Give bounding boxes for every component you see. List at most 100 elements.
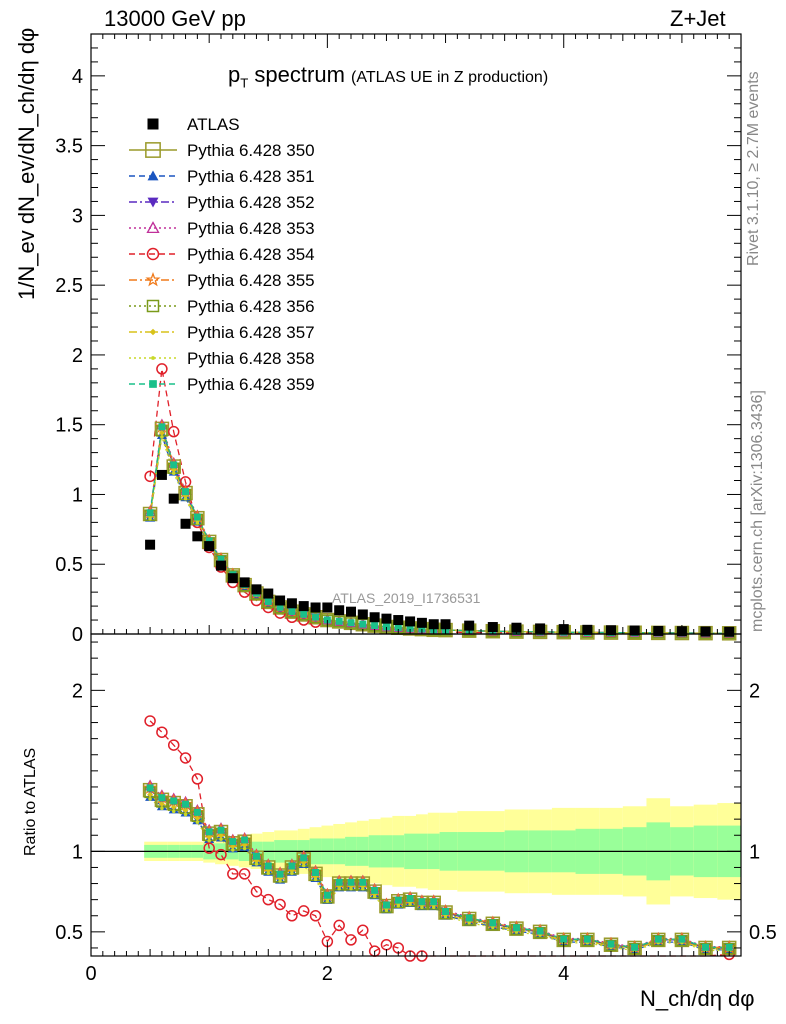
marker-atlas-14 [310, 602, 321, 613]
marker-atlas-12 [286, 598, 297, 609]
marker-ratio-10-4 [193, 808, 201, 816]
marker-ratio-5-13 [297, 905, 310, 917]
marker-ratio-10-16 [335, 878, 343, 886]
legend-label-6: Pythia 6.428 355 [187, 271, 315, 290]
marker-ratio-5-7 [227, 868, 239, 880]
marker-main-10-17 [347, 619, 355, 627]
marker-main-10-3 [182, 488, 190, 496]
marker-ratio-9-21 [396, 903, 401, 908]
plot-title: pT spectrum (ATLAS UE in Z production) [228, 62, 548, 90]
legend-marker-8 [149, 328, 157, 336]
marker-main-8-1 [158, 429, 165, 436]
marker-ratio-9-17 [349, 886, 353, 891]
marker-ratio-10-33 [631, 943, 639, 951]
axis-ticks: 0 2 400.511.522.533.540.5 0.51 12 2 [55, 34, 777, 985]
marker-atlas-0 [145, 539, 156, 550]
legend-label-8: Pythia 6.428 357 [187, 323, 315, 342]
marker-atlas-18 [357, 609, 368, 620]
legend-marker-10 [149, 380, 157, 388]
marker-atlas-7 [227, 573, 238, 584]
marker-atlas-19 [369, 612, 380, 623]
marker-ratio-10-9 [252, 852, 260, 860]
marker-main-9-2 [171, 471, 176, 476]
marker-ratio-9-22 [408, 902, 412, 906]
marker-ratio-8-2 [170, 804, 177, 811]
marker-ratio-5-14 [309, 910, 322, 922]
marker-ratio-10-10 [264, 862, 272, 870]
y-axis-label-main: 1/N_ev dN_ev/dN_ch/dη dφ [14, 27, 39, 300]
x-axis-label: N_ch/dη dφ [640, 986, 755, 1011]
legend-marker-0 [147, 118, 159, 130]
marker-main-8-2 [170, 466, 177, 473]
marker-ratio-7-32 [605, 939, 617, 952]
legend-label-5: Pythia 6.428 354 [187, 245, 315, 264]
marker-main-10-6 [217, 555, 225, 563]
legend-marker-9 [151, 356, 155, 360]
marker-atlas-3 [180, 518, 191, 529]
marker-ratio-5-12 [286, 910, 298, 922]
legend-label-9: Pythia 6.428 358 [187, 349, 315, 368]
marker-ratio-5-6 [215, 848, 227, 861]
marker-ratio-10-0 [146, 784, 154, 792]
title-rest: spectrum [248, 62, 345, 87]
marker-main-10-10 [264, 598, 272, 606]
y-axis-label-ratio: Ratio to ATLAS [22, 747, 39, 856]
marker-ratio-10-18 [359, 878, 367, 886]
legend-label-10: Pythia 6.428 359 [187, 375, 315, 394]
marker-ratio-7-31 [581, 934, 594, 947]
marker-main-9-1 [160, 435, 164, 439]
x-tick-label: 4 [558, 963, 569, 985]
watermark: ATLAS_2019_I1736531 [332, 590, 481, 606]
marker-ratio-9-2 [171, 809, 176, 814]
marker-ratio-10-3 [182, 800, 190, 808]
marker-ratio-9-8 [242, 846, 247, 851]
marker-ratio-10-12 [288, 862, 296, 870]
marker-atlas-20 [381, 613, 392, 624]
marker-ratio-8-6 [218, 832, 224, 839]
marker-main-10-15 [323, 616, 331, 624]
marker-ratio-8-0 [147, 791, 154, 798]
marker-ratio-9-7 [231, 848, 235, 852]
marker-ratio-10-11 [276, 870, 284, 878]
legend-marker-3 [147, 197, 159, 208]
marker-atlas-10 [263, 588, 274, 599]
marker-ratio-9-13 [301, 863, 306, 868]
title-sub: T [240, 75, 249, 91]
marker-main-10-22 [406, 624, 414, 632]
marker-ratio-10-17 [347, 878, 355, 886]
marker-atlas-29 [535, 623, 546, 634]
marker-ratio-10-20 [382, 901, 390, 909]
mcplots-label: mcplots.cern.ch [arXiv:1306.3436] [749, 390, 766, 632]
marker-atlas-9 [251, 584, 262, 595]
marker-main-7-16 [333, 615, 345, 628]
marker-atlas-16 [334, 605, 345, 616]
marker-ratio-10-28 [512, 924, 520, 932]
y-tick-label-main: 3.5 [55, 136, 83, 158]
marker-main-10-5 [205, 537, 213, 545]
marker-atlas-15 [322, 602, 333, 613]
marker-ratio-5-18 [357, 924, 369, 936]
marker-ratio-9-25 [443, 914, 448, 919]
marker-atlas-4 [192, 531, 203, 542]
marker-ratio-9-10 [266, 871, 271, 875]
marker-ratio-10-7 [229, 838, 237, 846]
marker-atlas-22 [405, 616, 416, 627]
marker-main-10-13 [300, 610, 308, 618]
marker-ratio-10-23 [418, 898, 426, 906]
marker-main-5-2 [167, 425, 180, 438]
legend-label-0: ATLAS [187, 115, 240, 134]
y-tick-label-ratio: 2 [72, 680, 83, 702]
marker-main-9-0 [148, 517, 152, 521]
marker-ratio-9-15 [325, 899, 330, 903]
marker-ratio-9-14 [313, 877, 318, 882]
marker-ratio-10-24 [430, 898, 438, 906]
marker-main-10-14 [312, 613, 320, 621]
y-tick-label-main: 0.5 [55, 554, 83, 576]
marker-ratio-7-34 [652, 934, 665, 947]
marker-ratio-10-5 [205, 828, 213, 836]
marker-ratio-5-11 [274, 898, 286, 911]
marker-ratio-9-24 [431, 905, 436, 909]
marker-main-10-1 [158, 423, 166, 431]
marker-atlas-24 [428, 619, 439, 630]
